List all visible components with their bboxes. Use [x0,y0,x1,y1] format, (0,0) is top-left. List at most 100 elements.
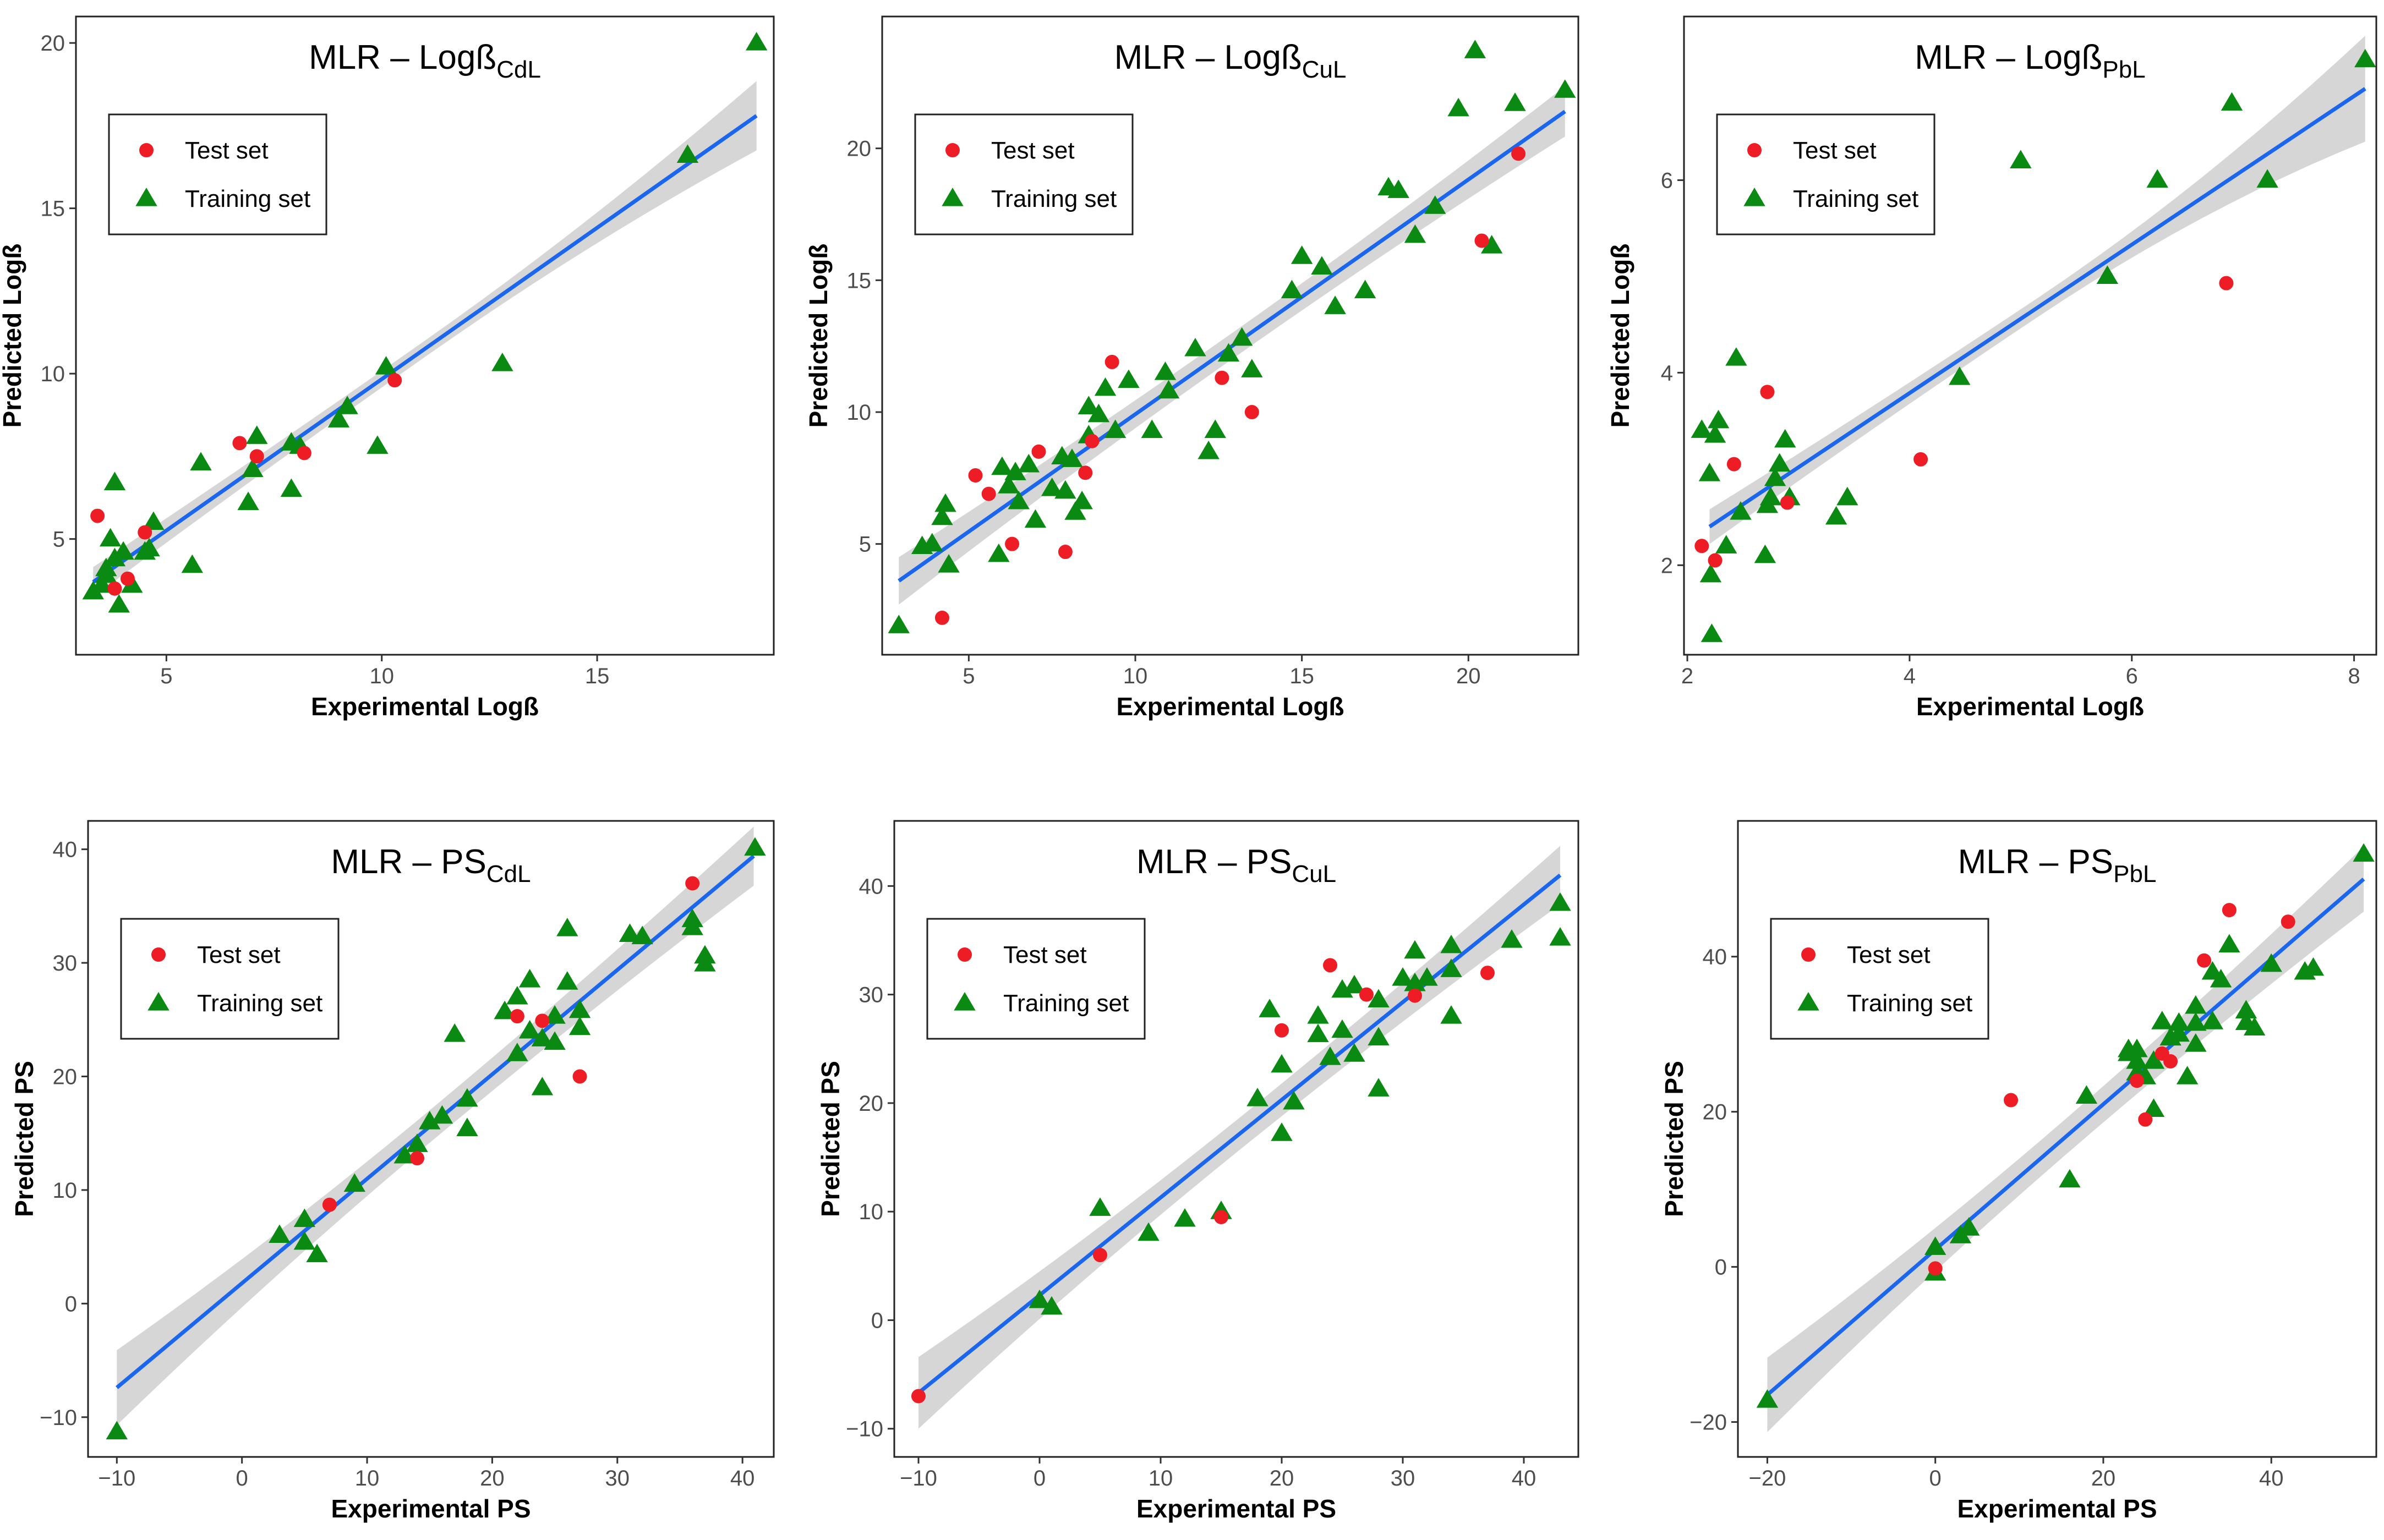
x-axis-label: Experimental PS [1957,1494,2157,1523]
training-point [744,837,766,856]
plot-frame [881,15,1579,656]
training-point [1307,1023,1329,1043]
training-point [931,506,953,525]
training-point [506,1043,528,1061]
chart-logb-cul: 5 10 15 20 5 10 15 20 Experimental Logß Predicted… [804,15,1579,721]
x-tick-label: 20 [1456,664,1481,688]
x-tick-label: 10 [369,664,394,688]
y-axis-label: Predicted Logß [1606,244,1634,428]
training-point [1283,1090,1305,1110]
training-point [2096,265,2119,284]
training-point [419,1111,441,1130]
training-point [1087,403,1110,423]
training-point [406,1133,428,1152]
training-point [1089,1197,1111,1216]
test-point [1913,452,1928,467]
training-point [676,144,699,163]
training-point [2354,48,2376,68]
training-point [1368,1027,1390,1046]
legend-label: Test set [991,137,1075,164]
training-point [99,528,122,547]
training-point [2235,1000,2257,1018]
training-point [1271,1054,1293,1073]
test-point [1078,465,1093,480]
training-point [242,458,264,477]
training-point [2185,1012,2207,1031]
y-tick-label: −10 [40,1406,77,1430]
test-point [1480,966,1495,980]
training-point [1825,506,1847,525]
test-point [232,436,247,451]
training-point [988,543,1010,562]
regression-line [898,109,1566,583]
training-point [138,538,160,557]
training-point [1924,1236,1946,1255]
test-point [510,1009,524,1024]
training-point [1756,1389,1779,1408]
test-point [1928,1261,1943,1276]
training-point [1331,1019,1353,1038]
legend: Test set Training set [914,113,1134,235]
x-tick-label: 40 [730,1466,755,1490]
legend-box [120,918,340,1040]
x-tick-label: 5 [963,664,975,688]
training-point [1204,419,1226,439]
x-tick-label: 5 [160,664,172,688]
training-point [1343,974,1365,994]
y-tick-label: 20 [859,1092,884,1116]
x-tick-label: −10 [900,1466,937,1490]
training-point [518,968,541,988]
title-subscript: CdL [496,56,541,83]
x-tick-label: −10 [98,1466,135,1490]
x-tick-label: 0 [1929,1466,1942,1490]
training-point [998,475,1020,494]
training-point [556,918,578,936]
training-point [327,409,350,428]
training-point [190,452,212,470]
training-point [1324,295,1346,314]
training-point [2142,1050,2165,1069]
test-point [322,1197,337,1212]
training-point [181,554,204,573]
training-point [2151,1011,2173,1029]
training-point [1554,79,1576,98]
legend-training-marker [1743,187,1765,206]
legend-label: Test set [1847,941,1931,968]
training-point [1759,486,1782,506]
test-point [1708,553,1723,568]
training-point [531,1077,554,1095]
training-point [269,1224,291,1243]
training-point [1404,972,1426,991]
legend-label: Test set [197,941,281,968]
legend-box [914,113,1134,235]
y-tick-label: 4 [1661,361,1673,385]
legend-training-marker [954,991,976,1011]
x-tick-label: 15 [1289,664,1314,688]
title-subscript: PbL [2113,861,2156,887]
training-point [1141,419,1163,439]
legend: Test set Training set [1770,918,1989,1040]
training-point [2302,957,2325,976]
training-point [336,396,358,414]
training-point [544,1031,566,1050]
training-point [619,923,641,942]
test-point [1104,354,1119,369]
title-subscript: CdL [486,861,531,887]
test-point [120,571,135,586]
training-point [456,1088,478,1107]
training-point [2168,1023,2190,1042]
training-point [568,999,591,1018]
training-point [1041,1296,1063,1315]
legend: Test set Training set [926,918,1146,1040]
training-point [531,1028,554,1046]
training-point [1440,958,1462,977]
confidence-band [918,846,1560,1429]
training-point [1291,245,1313,264]
training-point [1698,463,1721,481]
test-point [409,1151,424,1166]
training-point [1447,97,1469,117]
training-point [544,1005,566,1024]
title-subscript: CuL [1292,861,1336,887]
y-tick-label: 5 [859,533,871,557]
